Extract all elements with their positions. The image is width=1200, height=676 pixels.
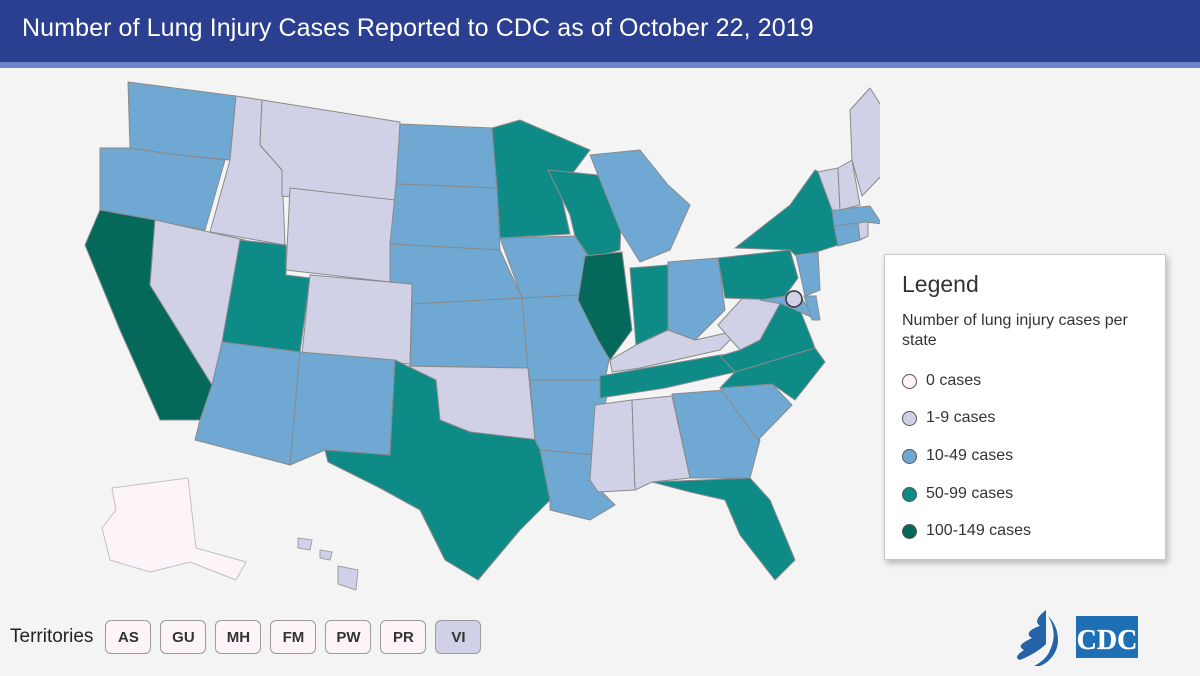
state-me[interactable]	[849, 87, 880, 197]
state-nm[interactable]	[289, 351, 396, 466]
state-oh[interactable]	[667, 257, 726, 341]
state-co[interactable]	[301, 274, 413, 365]
header-divider	[0, 62, 1200, 68]
territories-label: Territories	[10, 626, 94, 647]
territory-button-fm[interactable]: FM	[270, 620, 317, 654]
state-nd[interactable]	[395, 123, 498, 189]
cdc-logo-text: CDC	[1077, 625, 1138, 656]
header-bar: Number of Lung Injury Cases Reported to …	[0, 0, 1200, 62]
legend-panel: Legend Number of lung injury cases per s…	[884, 254, 1166, 560]
state-hi[interactable]	[297, 537, 359, 591]
state-wy[interactable]	[285, 187, 396, 283]
state-sd[interactable]	[389, 183, 501, 251]
state-ri[interactable]	[857, 221, 869, 241]
legend-item-10-49: 10-49 cases	[902, 446, 1013, 466]
legend-swatch-10-49-cases	[902, 448, 917, 464]
territory-button-vi[interactable]: VI	[435, 620, 482, 654]
legend-swatch-50-99-cases	[902, 486, 917, 502]
state-mi[interactable]	[589, 149, 691, 263]
territory-button-gu[interactable]: GU	[160, 620, 207, 654]
legend-swatch-1-9-cases	[902, 410, 917, 426]
legend-label: 50-99 cases	[926, 485, 1014, 502]
legend-label: 0 cases	[926, 372, 982, 389]
territory-button-as[interactable]: AS	[105, 620, 152, 654]
state-ms[interactable]	[589, 399, 636, 493]
territories-bar: Territories AS GU MH FM PW PR VI	[10, 618, 490, 656]
territory-button-pw[interactable]: PW	[325, 620, 372, 654]
logos: CDC	[1017, 610, 1138, 666]
cdc-logo-box	[1076, 616, 1138, 658]
state-fl[interactable]	[651, 477, 796, 581]
territory-button-mh[interactable]: MH	[215, 620, 262, 654]
state-tx[interactable]	[324, 359, 551, 581]
state-ks[interactable]	[409, 297, 529, 369]
state-mn[interactable]	[491, 119, 591, 239]
state-ak[interactable]	[101, 477, 247, 581]
legend-item-0: 0 cases	[902, 371, 981, 391]
state-nh[interactable]	[837, 159, 861, 211]
state-al[interactable]	[631, 395, 691, 491]
state-wa[interactable]	[127, 81, 237, 161]
legend-subtitle: Number of lung injury cases per state	[902, 312, 1128, 349]
us-map	[84, 81, 880, 591]
legend-label: 10-49 cases	[926, 447, 1014, 464]
state-ma[interactable]	[831, 205, 880, 227]
state-mt[interactable]	[259, 99, 401, 209]
legend-item-50-99: 50-99 cases	[902, 484, 1013, 504]
state-nj[interactable]	[795, 251, 821, 297]
legend-swatch-0-cases	[902, 373, 917, 389]
state-de[interactable]	[803, 295, 821, 321]
dc-marker[interactable]	[785, 290, 803, 308]
legend-title: Legend	[902, 271, 979, 297]
legend-item-1-9: 1-9 cases	[902, 408, 995, 428]
legend-item-100-149: 100-149 cases	[902, 521, 1031, 541]
territory-button-pr[interactable]: PR	[380, 620, 427, 654]
legend-label: 100-149 cases	[926, 522, 1031, 539]
hhs-eagle-icon	[1017, 610, 1058, 666]
state-pa[interactable]	[717, 249, 799, 301]
legend-swatch-100-149-cases	[902, 523, 917, 539]
legend-label: 1-9 cases	[926, 409, 996, 426]
page-title: Number of Lung Injury Cases Reported to …	[22, 14, 814, 42]
